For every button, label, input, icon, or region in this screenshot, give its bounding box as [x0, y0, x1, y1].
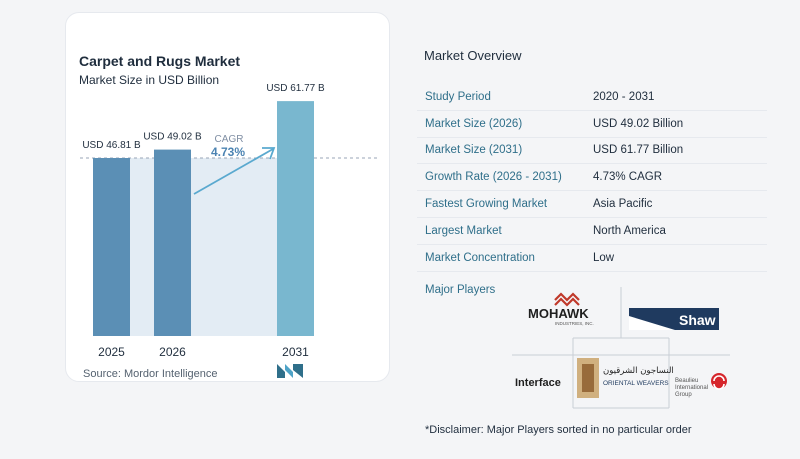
tick-label-2025: 2025 [98, 345, 125, 359]
major-players-logos: MOHAWK INDUSTRIES, INC. Shaw Interface ا… [512, 287, 730, 409]
overview-title: Market Overview [424, 48, 522, 63]
source-text: Source: Mordor Intelligence [83, 368, 218, 380]
row-value: Low [593, 251, 615, 264]
mohawk-name: MOHAWK [528, 306, 589, 321]
table-row: Growth Rate (2026 - 2031) 4.73% CAGR [417, 164, 767, 192]
chart-title: Carpet and Rugs Market [79, 53, 241, 69]
mohawk-sub: INDUSTRIES, INC. [555, 321, 594, 326]
oriental-weavers-logo: النساجون الشرقيون ORIENTAL WEAVERS [577, 358, 674, 398]
row-key: Study Period [425, 90, 491, 103]
table-row: Largest Market North America [417, 218, 767, 245]
bar-chart: USD 46.81 B 2025 USD 49.02 B 2026 USD 61.77 … [80, 83, 378, 359]
chart-subtitle: Market Size in USD Billion [79, 73, 220, 87]
interface-logo: Interface [515, 377, 561, 389]
row-key: Fastest Growing Market [425, 198, 548, 211]
row-key: Market Size (2031) [425, 144, 523, 157]
tick-label-2026: 2026 [159, 345, 186, 359]
cagr-label: CAGR [215, 134, 244, 145]
table-row: Market Concentration Low [417, 245, 767, 272]
row-key: Market Size (2026) [425, 117, 523, 130]
mohawk-logo: MOHAWK INDUSTRIES, INC. [528, 292, 594, 326]
overview-table: Study Period 2020 - 2031 Market Size (20… [417, 84, 767, 272]
beaulieu-2: International [675, 385, 708, 391]
value-label-2026: USD 49.02 B [143, 132, 202, 143]
major-players-title: Major Players [425, 284, 496, 296]
tick-label-2031: 2031 [282, 345, 309, 359]
row-value: 2020 - 2031 [593, 90, 655, 103]
cagr-value: 4.73% [211, 145, 245, 159]
table-row: Market Size (2026) USD 49.02 Billion [417, 111, 767, 138]
bar-2025 [93, 158, 130, 336]
beaulieu-logo: Beaulieu International Group [675, 373, 727, 398]
row-key: Growth Rate (2026 - 2031) [425, 171, 562, 184]
table-row: Market Size (2031) USD 61.77 Billion [417, 138, 767, 165]
oriental-ar: النساجون الشرقيون [603, 366, 674, 376]
mordor-intelligence-logo [277, 364, 303, 378]
bar-2026 [154, 149, 191, 336]
oriental-en: ORIENTAL WEAVERS [603, 380, 669, 387]
row-key: Market Concentration [425, 251, 535, 264]
row-value: 4.73% CAGR [593, 171, 663, 184]
row-key: Largest Market [425, 224, 502, 237]
row-value: North America [593, 224, 666, 237]
beaulieu-3: Group [675, 392, 692, 398]
row-value: Asia Pacific [593, 198, 653, 211]
beaulieu-1: Beaulieu [675, 378, 698, 384]
cagr-arrow-head [262, 147, 276, 160]
row-value: USD 49.02 Billion [593, 117, 684, 130]
table-row: Fastest Growing Market Asia Pacific [417, 191, 767, 218]
table-row: Study Period 2020 - 2031 [417, 84, 767, 111]
disclaimer: *Disclaimer: Major Players sorted in no … [425, 424, 692, 436]
bar-2031 [277, 101, 314, 336]
shaw-logo: Shaw [629, 308, 719, 330]
value-label-2025: USD 46.81 B [82, 140, 141, 151]
chart-card: USD 46.81 B 2025 USD 49.02 B 2026 USD 61.77 … [65, 12, 390, 382]
row-value: USD 61.77 Billion [593, 144, 684, 157]
value-label-2031: USD 61.77 B [266, 83, 325, 94]
cagr-arrow [193, 148, 274, 195]
shaw-name: Shaw [679, 312, 716, 328]
